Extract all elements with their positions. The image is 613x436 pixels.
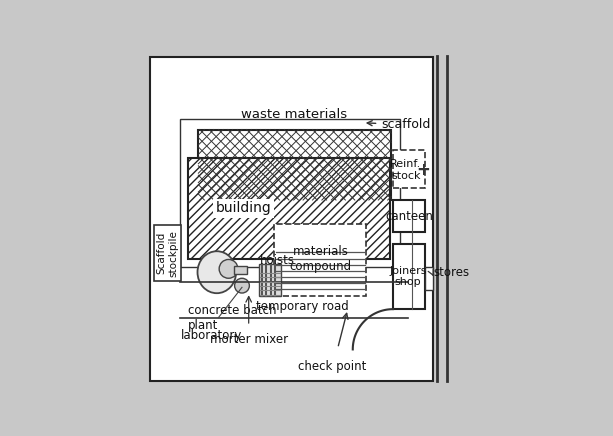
Text: building: building	[216, 201, 272, 215]
Text: Scaffold
stockpile: Scaffold stockpile	[157, 230, 178, 276]
Bar	[199, 129, 391, 200]
Bar	[150, 58, 433, 382]
Bar	[274, 224, 366, 296]
Bar	[154, 225, 181, 281]
Text: +: +	[417, 161, 430, 180]
Text: stores: stores	[433, 266, 470, 279]
Ellipse shape	[197, 251, 236, 293]
Bar	[199, 129, 391, 200]
Text: materials
compound: materials compound	[290, 245, 352, 273]
Text: canteen: canteen	[385, 210, 433, 223]
Bar	[393, 244, 425, 309]
Text: scaffold: scaffold	[367, 118, 431, 131]
Text: Reinf.
stock: Reinf. stock	[390, 159, 422, 181]
Text: laboratory: laboratory	[181, 329, 243, 342]
Circle shape	[219, 259, 238, 278]
Text: temporary road: temporary road	[256, 300, 349, 313]
Text: check point: check point	[299, 360, 367, 372]
Text: hoists: hoists	[260, 253, 295, 266]
Bar	[180, 119, 400, 267]
Text: morter mixer: morter mixer	[210, 333, 287, 346]
Bar	[259, 264, 281, 296]
Bar	[234, 266, 247, 274]
Circle shape	[235, 278, 249, 293]
Bar	[393, 200, 425, 232]
Text: concrete batch
plant: concrete batch plant	[188, 304, 276, 332]
Bar	[393, 150, 425, 188]
Text: waste materials: waste materials	[241, 108, 347, 121]
Text: Joiners
shop: Joiners shop	[389, 266, 427, 287]
Bar	[425, 266, 433, 290]
Bar	[188, 158, 390, 259]
